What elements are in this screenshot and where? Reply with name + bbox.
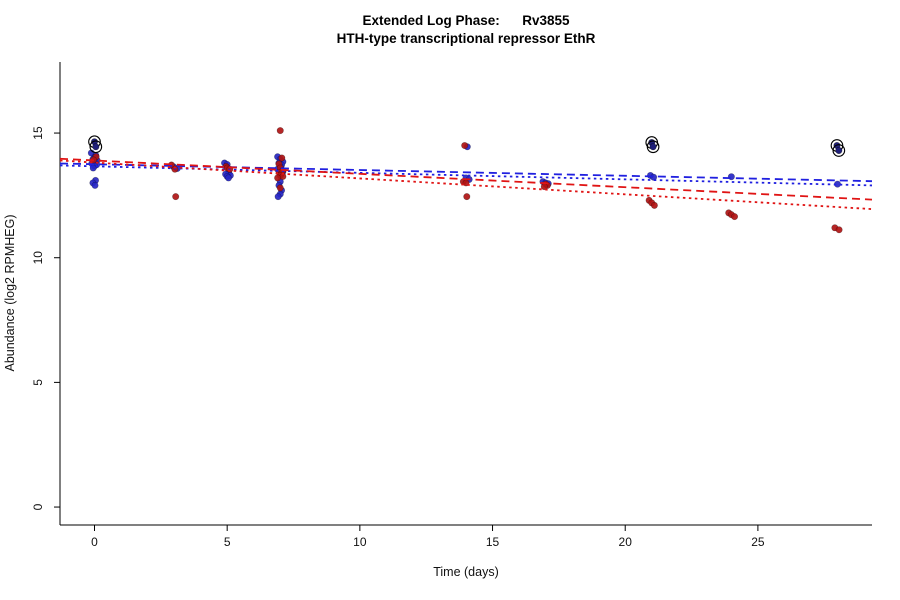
- flagged-data-point: [835, 147, 843, 155]
- y-tick-label: 0: [31, 503, 45, 510]
- trend-line-red-dashed: [59, 157, 873, 201]
- flagged-data-point: [92, 143, 100, 151]
- outlier-ring-icon: [646, 140, 660, 154]
- data-points: [87, 127, 843, 234]
- x-tick-label: 0: [91, 535, 98, 549]
- data-point-condition-red: [172, 193, 180, 201]
- chart-subtitle: HTH-type transcriptional repressor EthR: [336, 31, 596, 46]
- y-axis-label: Abundance (log2 RPMHEG): [3, 214, 17, 371]
- x-axis-label: Time (days): [433, 565, 499, 579]
- y-tick-label: 5: [31, 379, 45, 386]
- data-point-condition-red: [274, 174, 282, 182]
- x-tick-label: 15: [486, 535, 500, 549]
- x-tick-label: 25: [751, 535, 765, 549]
- data-point-condition-red: [276, 127, 284, 135]
- data-point-condition-red: [461, 142, 469, 150]
- flagged-data-point: [649, 143, 657, 151]
- data-point-condition-red: [276, 184, 284, 192]
- y-tick-label: 15: [31, 126, 45, 140]
- data-point-condition-red: [171, 165, 179, 173]
- x-tick-label: 20: [619, 535, 633, 549]
- data-point-condition-blue: [274, 193, 282, 201]
- flagged-outlier-points: [88, 135, 846, 157]
- x-tick-label: 10: [353, 535, 367, 549]
- data-point-condition-blue: [91, 181, 99, 189]
- title-block: Extended Log Phase: Rv3855 HTH-type tran…: [32, 12, 900, 48]
- chart-title: Extended Log Phase: Rv3855: [362, 13, 570, 28]
- axes: [59, 62, 872, 526]
- data-point-condition-red: [463, 193, 471, 201]
- outlier-ring-icon: [832, 144, 846, 157]
- data-point-condition-blue: [225, 174, 233, 182]
- data-point-condition-red: [650, 201, 658, 209]
- axis-ticks: 0 5 10 15 20 25 0 5 10 15: [31, 126, 765, 549]
- data-point-condition-red: [835, 226, 843, 234]
- outlier-ring-icon: [89, 140, 103, 154]
- trend-lines: [59, 157, 873, 211]
- data-point-condition-red: [731, 213, 739, 221]
- data-point-condition-red: [278, 154, 286, 162]
- y-tick-label: 10: [31, 251, 45, 265]
- x-tick-label: 5: [224, 535, 231, 549]
